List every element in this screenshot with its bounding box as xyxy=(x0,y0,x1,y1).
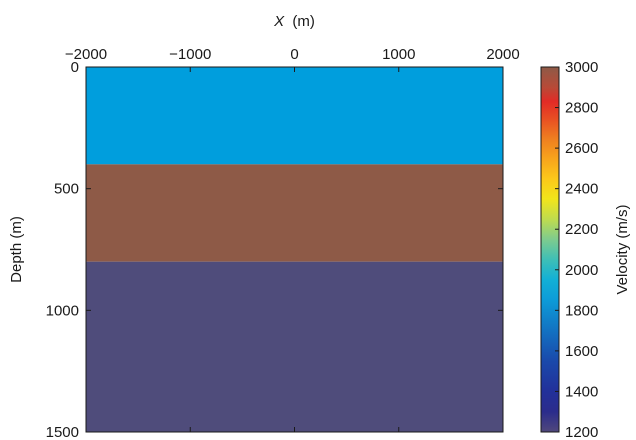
colorbar-ticks: 1200 1400 1600 1800 2000 2200 2400 2600 2800 3000 xyxy=(555,59,598,440)
x-tick-label: 0 xyxy=(290,46,298,63)
x-axis-label-variable: X xyxy=(273,13,285,30)
colorbar xyxy=(540,66,560,433)
x-axis-ticks: −2000 −1000 0 1000 2000 xyxy=(65,46,520,432)
colorbar-tick-label: 1200 xyxy=(565,424,598,440)
colorbar-label: Velocity (m/s) xyxy=(614,204,631,294)
colorbar-tick-label: 2200 xyxy=(565,221,598,238)
y-tick-label: 500 xyxy=(54,181,79,198)
x-axis-label-unit: (m) xyxy=(292,13,315,30)
y-tick-label: 0 xyxy=(71,59,79,76)
y-tick-label: 1000 xyxy=(46,302,79,319)
y-axis-ticks: 0 500 1000 1500 xyxy=(46,59,503,440)
velocity-layer-1 xyxy=(86,67,503,165)
colorbar-tick-label: 2400 xyxy=(565,181,598,198)
velocity-layer-2 xyxy=(86,164,503,262)
x-tick-label: 1000 xyxy=(382,46,415,63)
colorbar-tick-label: 1400 xyxy=(565,383,598,400)
colorbar-tick-label: 2600 xyxy=(565,140,598,157)
colorbar-tick-label: 2800 xyxy=(565,100,598,117)
colorbar-tick-label: 3000 xyxy=(565,59,598,76)
velocity-layers xyxy=(86,67,503,432)
y-tick-label: 1500 xyxy=(46,424,79,440)
x-tick-label: −1000 xyxy=(169,46,211,63)
x-tick-label: 2000 xyxy=(486,46,519,63)
y-axis-label: Depth (m) xyxy=(8,216,25,283)
colorbar-tick-label: 2000 xyxy=(565,262,598,279)
colorbar-tick-label: 1600 xyxy=(565,343,598,360)
x-tick-label: −2000 xyxy=(65,46,107,63)
velocity-layer-3 xyxy=(86,261,503,432)
colorbar-tick-label: 1800 xyxy=(565,302,598,319)
x-axis-label: X (m) xyxy=(273,13,315,30)
